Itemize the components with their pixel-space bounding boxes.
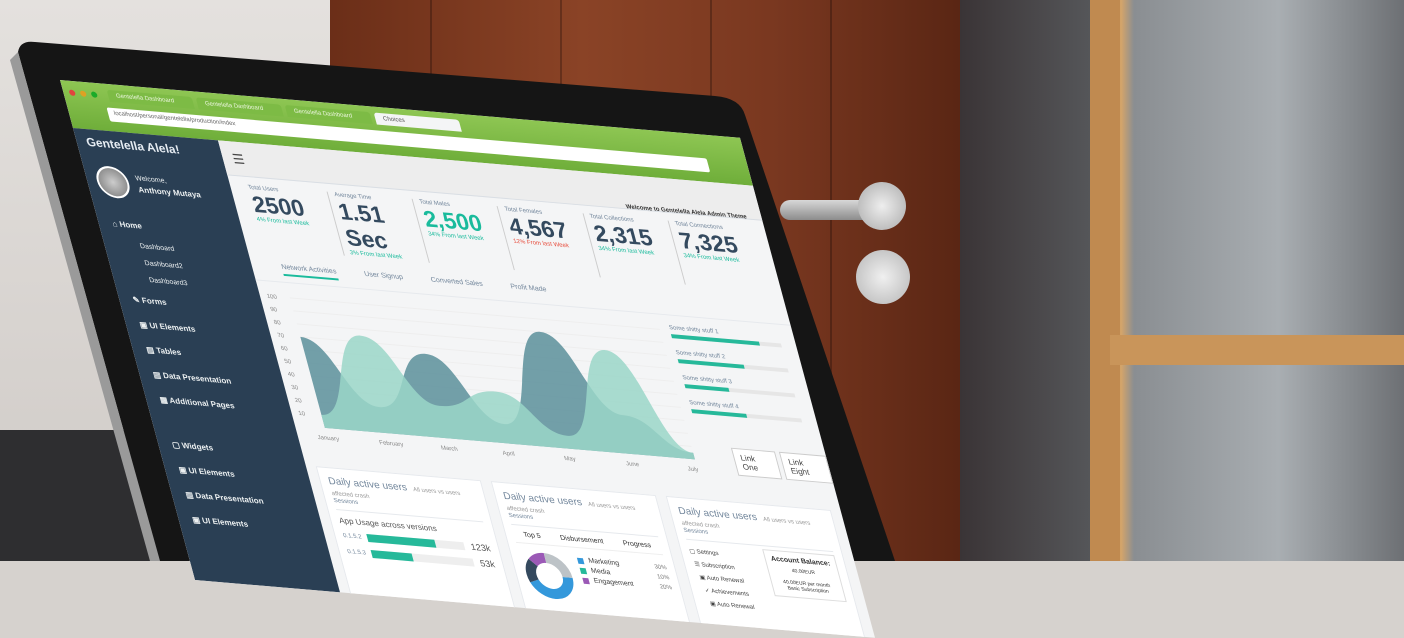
x-tick-label: January <box>317 434 341 443</box>
dashboard-main: Total Users 2500 4% From last Week Average … <box>227 175 875 638</box>
account-balance: Account Balance: 40.00EUR 40.00EUR per m… <box>762 549 847 603</box>
panel-app-usage: Daily active users All users vs users aff… <box>315 466 516 611</box>
browser-tab[interactable]: Gentelella Dashboard <box>106 89 195 110</box>
y-tick-label: 10 <box>298 410 307 417</box>
link-eight-button[interactable]: Link Eight <box>778 451 834 484</box>
area-chart: 100 90 80 70 60 50 40 30 20 10 January February Marc… <box>266 293 700 474</box>
y-tick-label: 80 <box>273 319 282 326</box>
gridline <box>289 297 660 330</box>
y-tick-label: 70 <box>277 332 286 339</box>
laptop-screen: Gentelella Dashboard Gentelella Dashboar… <box>60 80 875 638</box>
y-tick-label: 20 <box>294 397 303 404</box>
tab-network-activities[interactable]: Network Activities <box>280 263 339 281</box>
network-chart: 100 90 80 70 60 50 40 30 20 10 January February Marc… <box>256 280 838 500</box>
y-tick-label: 90 <box>270 306 279 313</box>
x-tick-label: July <box>687 466 700 474</box>
x-tick-label: June <box>625 460 640 468</box>
x-tick-label: April <box>502 450 516 458</box>
door-frame <box>960 0 1090 561</box>
progress-item: Some shitty stuff 4 <box>689 400 803 423</box>
panel-settings: Daily active users All users vs users aff… <box>665 495 866 638</box>
laptop: Gentelella Dashboard Gentelella Dashboar… <box>10 41 895 638</box>
area-series-b <box>321 335 695 460</box>
x-tick-label: May <box>563 455 577 463</box>
tab-user-signup[interactable]: User Signup <box>363 270 404 282</box>
hamburger-icon[interactable]: ☰ <box>230 151 247 168</box>
progress-item: Some shitty stuff 2 <box>675 350 789 373</box>
browser-tab[interactable]: Gentelella Dashboard <box>195 97 284 117</box>
avatar <box>92 164 134 200</box>
stat-card: Total Connections 7,325 34% From last Week <box>667 220 770 292</box>
panel-top5: Daily active users All users vs users aff… <box>490 481 691 626</box>
tab-profit-made[interactable]: Profit Made <box>509 283 548 294</box>
gridline <box>293 310 664 343</box>
y-tick-label: 100 <box>266 293 278 301</box>
progress-list: Some shitty stuff 1 Some shitty stuff 2 So… <box>668 325 805 434</box>
browser-tab[interactable]: Choices <box>373 112 462 132</box>
y-tick-label: 30 <box>291 384 300 391</box>
wooden-shelf <box>1090 0 1404 561</box>
x-tick-label: February <box>378 439 405 448</box>
tab-converted-sales[interactable]: Converted Sales <box>430 276 484 288</box>
progress-item: Some shitty stuff 1 <box>668 325 782 348</box>
y-tick-label: 60 <box>280 345 289 352</box>
x-tick-label: March <box>440 445 459 453</box>
link-one-button[interactable]: Link One <box>730 447 783 480</box>
browser-tab[interactable]: Gentelella Dashboard <box>284 104 373 125</box>
donut-chart <box>525 552 574 600</box>
progress-item: Some shitty stuff 3 <box>682 375 796 398</box>
y-tick-label: 40 <box>287 371 296 378</box>
y-tick-label: 50 <box>284 358 293 365</box>
